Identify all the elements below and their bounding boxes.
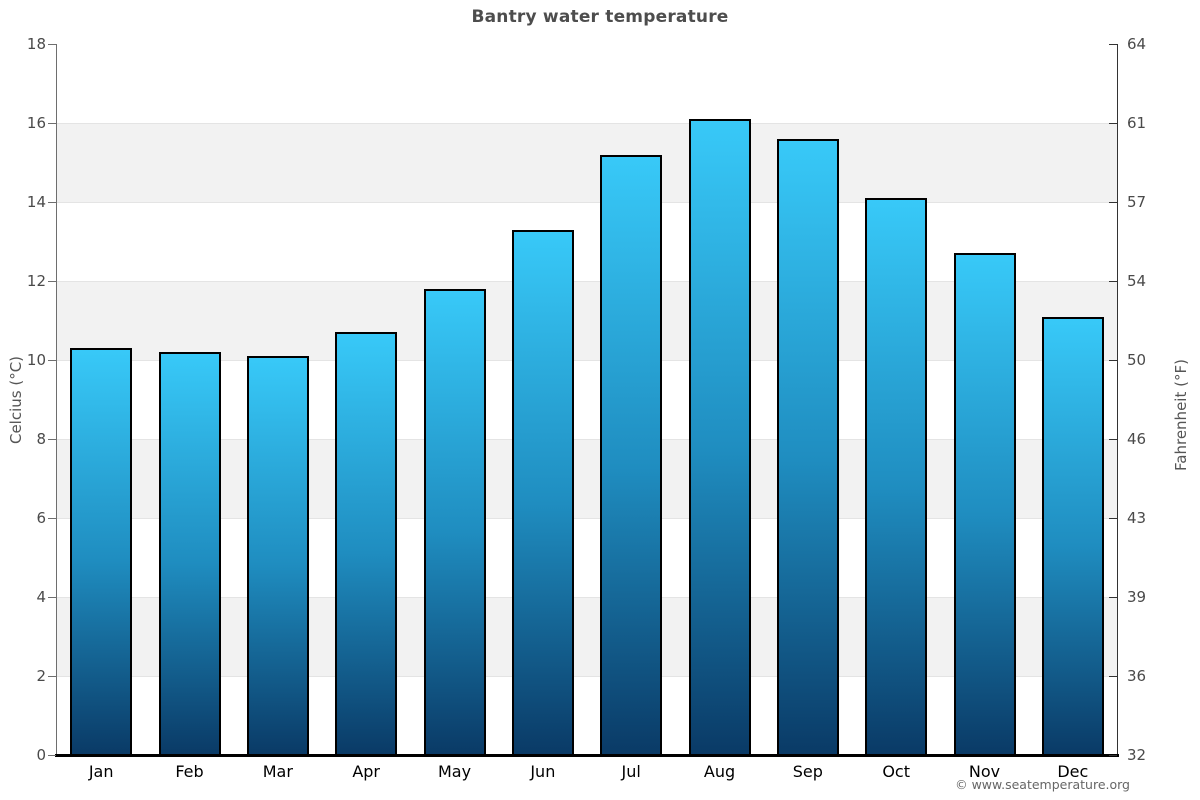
bar-may xyxy=(423,289,486,755)
bar-dec xyxy=(1041,317,1104,755)
bar-jan xyxy=(70,348,133,755)
gridline xyxy=(57,518,1117,519)
fahrenheit-tick-label: 61 xyxy=(1127,114,1147,132)
left-axis-tick xyxy=(48,281,56,282)
right-axis-tick xyxy=(1109,281,1117,282)
bar-mar xyxy=(246,356,309,755)
bar-oct xyxy=(865,198,928,755)
fahrenheit-tick-label: 36 xyxy=(1127,667,1147,685)
left-axis-line xyxy=(56,44,57,755)
bar-nov xyxy=(953,253,1016,755)
right-axis-tick xyxy=(1109,755,1117,756)
celsius-tick-label: 12 xyxy=(26,272,46,290)
fahrenheit-tick-label: 64 xyxy=(1127,35,1147,53)
background-band xyxy=(57,439,1117,518)
left-axis-tick xyxy=(48,44,56,45)
bar-sep xyxy=(776,139,839,755)
left-axis-tick xyxy=(48,597,56,598)
fahrenheit-tick-label: 39 xyxy=(1127,588,1147,606)
celsius-tick-label: 4 xyxy=(36,588,46,606)
y-axis-label-fahrenheit: Fahrenheit (°F) xyxy=(1172,359,1190,471)
left-axis-tick xyxy=(48,439,56,440)
right-axis-line xyxy=(1117,44,1118,755)
gridline xyxy=(57,597,1117,598)
bar-jun xyxy=(511,230,574,755)
fahrenheit-tick-label: 57 xyxy=(1127,193,1147,211)
background-band xyxy=(57,597,1117,676)
x-tick-label-apr: Apr xyxy=(352,762,380,781)
right-axis-tick xyxy=(1109,123,1117,124)
bar-feb xyxy=(158,352,221,755)
background-band xyxy=(57,123,1117,202)
x-tick-label-mar: Mar xyxy=(262,762,293,781)
chart-title: Bantry water temperature xyxy=(471,7,729,27)
celsius-tick-label: 0 xyxy=(36,746,46,764)
left-axis-tick xyxy=(48,518,56,519)
celsius-tick-label: 2 xyxy=(36,667,46,685)
x-tick-label-jun: Jun xyxy=(530,762,556,781)
copyright-text: © www.seatemperature.org xyxy=(955,777,1130,792)
left-axis-tick xyxy=(48,202,56,203)
right-axis-tick xyxy=(1109,439,1117,440)
gridline xyxy=(57,202,1117,203)
gridline xyxy=(57,360,1117,361)
right-axis-tick xyxy=(1109,360,1117,361)
right-axis-tick xyxy=(1109,518,1117,519)
fahrenheit-tick-label: 32 xyxy=(1127,746,1147,764)
celsius-tick-label: 18 xyxy=(26,35,46,53)
celsius-tick-label: 16 xyxy=(26,114,46,132)
right-axis-tick xyxy=(1109,202,1117,203)
gridline xyxy=(57,676,1117,677)
background-band xyxy=(57,281,1117,360)
fahrenheit-tick-label: 43 xyxy=(1127,509,1147,527)
gridline xyxy=(57,439,1117,440)
celsius-tick-label: 14 xyxy=(26,193,46,211)
x-tick-label-aug: Aug xyxy=(703,762,736,781)
right-axis-tick xyxy=(1109,597,1117,598)
left-axis-tick xyxy=(48,123,56,124)
x-tick-label-nov: Nov xyxy=(968,762,1001,781)
left-axis-tick xyxy=(48,755,56,756)
left-axis-tick xyxy=(48,676,56,677)
x-axis-line xyxy=(55,754,1119,757)
x-tick-label-oct: Oct xyxy=(882,762,910,781)
fahrenheit-tick-label: 46 xyxy=(1127,430,1147,448)
gridline xyxy=(57,281,1117,282)
gridline xyxy=(57,123,1117,124)
left-axis-tick xyxy=(48,360,56,361)
celsius-tick-label: 8 xyxy=(36,430,46,448)
celsius-tick-label: 10 xyxy=(26,351,46,369)
right-axis-tick xyxy=(1109,44,1117,45)
bar-apr xyxy=(335,332,398,755)
fahrenheit-tick-label: 54 xyxy=(1127,272,1147,290)
bar-aug xyxy=(688,119,751,755)
fahrenheit-tick-label: 50 xyxy=(1127,351,1147,369)
x-tick-label-may: May xyxy=(437,762,472,781)
bar-jul xyxy=(600,155,663,755)
celsius-tick-label: 6 xyxy=(36,509,46,527)
plot-area xyxy=(57,44,1117,755)
x-tick-label-dec: Dec xyxy=(1057,762,1089,781)
right-axis-tick xyxy=(1109,676,1117,677)
x-tick-label-jan: Jan xyxy=(88,762,114,781)
x-tick-label-sep: Sep xyxy=(792,762,823,781)
x-tick-label-jul: Jul xyxy=(621,762,641,781)
x-tick-label-feb: Feb xyxy=(175,762,204,781)
